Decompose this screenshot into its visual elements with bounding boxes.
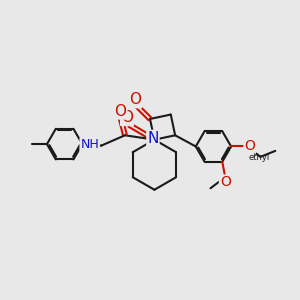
Text: NH: NH [80,139,99,152]
Text: ethyl: ethyl [248,153,270,162]
Text: O: O [129,92,141,107]
Text: O: O [115,103,127,118]
Text: N: N [147,131,159,146]
Text: O: O [244,139,255,153]
Text: O: O [220,176,231,189]
Text: O: O [121,110,133,125]
